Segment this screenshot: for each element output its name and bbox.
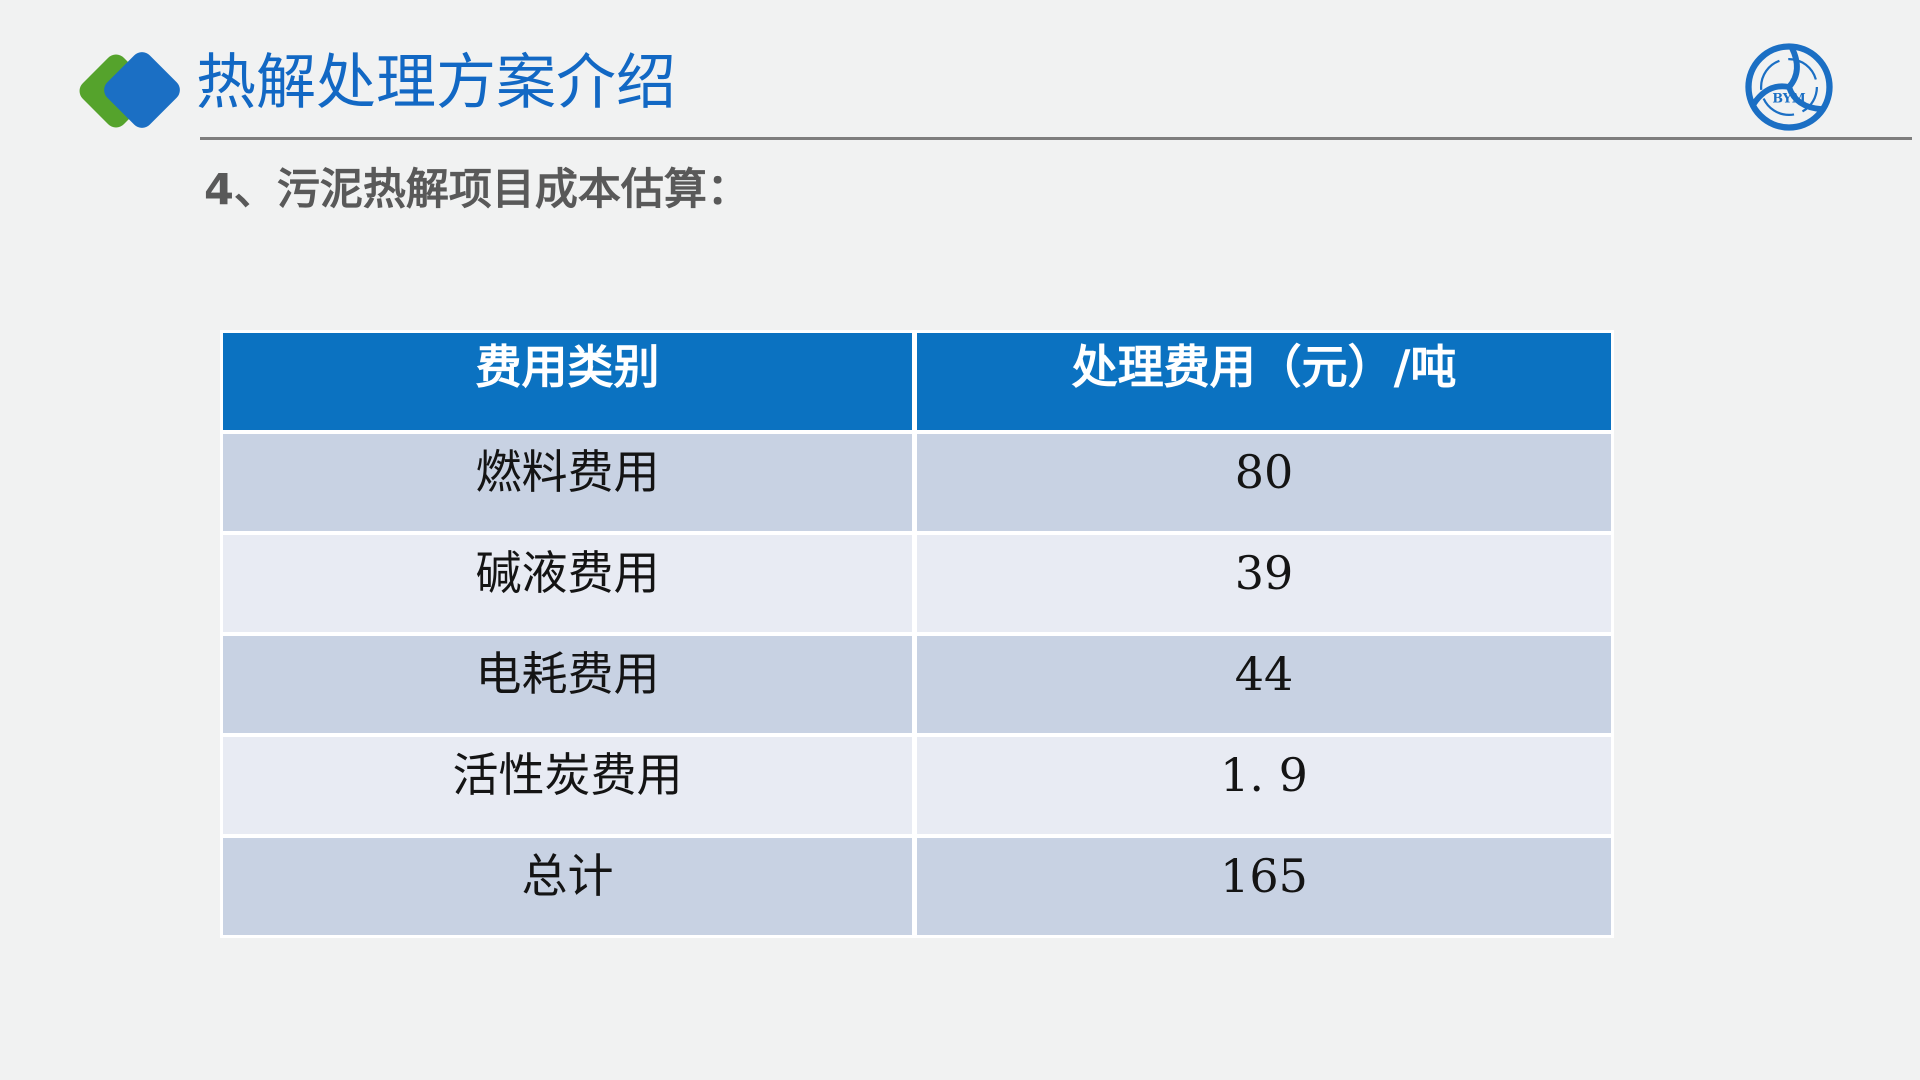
table-cell-cost: 1. 9 — [917, 737, 1611, 834]
table-cell-cost: 39 — [917, 535, 1611, 632]
section-subtitle: 4、污泥热解项目成本估算： — [204, 165, 750, 215]
cost-table: 费用类别 处理费用（元）/吨 燃料费用 80 碱液费用 39 电耗费用 44 活… — [220, 330, 1614, 938]
table-header-cost: 处理费用（元）/吨 — [917, 333, 1611, 430]
bym-company-logo-icon: BYM — [1745, 43, 1833, 131]
table-cell-category: 碱液费用 — [223, 535, 912, 632]
table-cell-category: 燃料费用 — [223, 434, 912, 531]
page-title: 热解处理方案介绍 — [196, 48, 676, 118]
table-header-category: 费用类别 — [223, 333, 912, 430]
table-cell-cost: 165 — [917, 838, 1611, 935]
table-cell-cost: 80 — [917, 434, 1611, 531]
table-cell-category: 活性炭费用 — [223, 737, 912, 834]
header-divider-line — [200, 137, 1912, 140]
bym-logo-text: BYM — [1772, 90, 1805, 105]
table-cell-cost: 44 — [917, 636, 1611, 733]
table-cell-category: 电耗费用 — [223, 636, 912, 733]
table-cell-category: 总计 — [223, 838, 912, 935]
